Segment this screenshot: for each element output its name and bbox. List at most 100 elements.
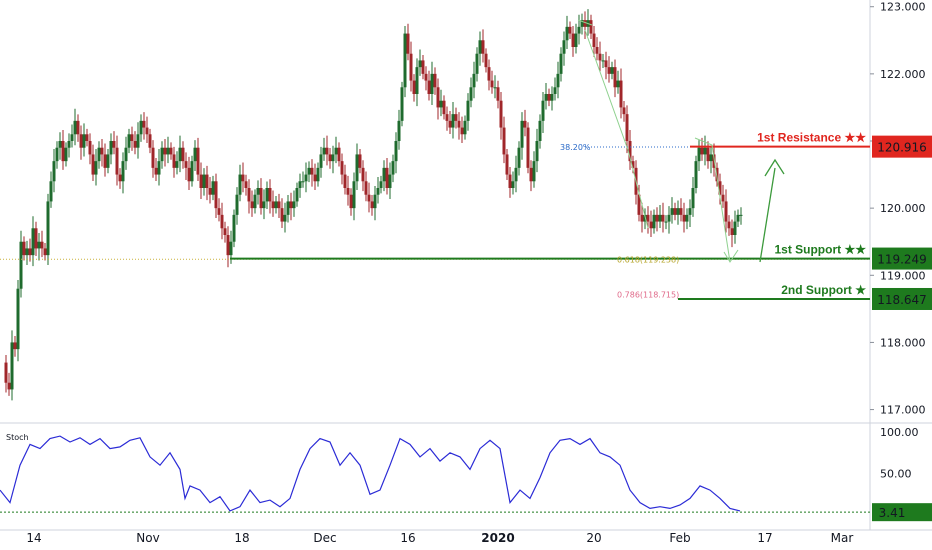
candle-body (148, 134, 152, 148)
candle-body (373, 194, 377, 209)
candle-body (604, 60, 608, 68)
candle-body (193, 147, 197, 162)
candle-body (439, 100, 443, 108)
candle-body (358, 154, 362, 168)
price-tick-label: 120.000 (880, 202, 926, 215)
candle-body (256, 188, 260, 195)
candle-body (682, 214, 686, 222)
fib-label-0: 38.20% (560, 143, 591, 152)
candle-body (181, 147, 185, 162)
candle-body (466, 100, 470, 121)
candle-body (508, 174, 512, 188)
stoch-line (0, 435, 741, 512)
candle-body (523, 120, 527, 128)
candle-body (271, 201, 275, 209)
candle-body (661, 214, 665, 222)
candle-body (13, 342, 17, 350)
candle-body (229, 241, 233, 256)
candle-body (49, 181, 53, 202)
candle-body (724, 201, 728, 222)
wave-arrow-down-2 (694, 137, 731, 263)
candle-body (310, 167, 314, 175)
candle-body (40, 241, 44, 249)
candle-body (559, 53, 563, 74)
candle-body (55, 147, 59, 162)
candle-body (580, 20, 584, 27)
candle-body (109, 141, 113, 155)
candle-body (532, 161, 536, 182)
candle-body (34, 228, 38, 249)
candle-body (430, 73, 434, 94)
candle-body (124, 147, 128, 162)
candle-body (334, 147, 338, 155)
candle-body (121, 161, 125, 182)
target-arrow-up (759, 167, 776, 263)
candle-body (277, 201, 281, 209)
candle-body (37, 241, 41, 249)
wave-arrow-down-1 (584, 29, 649, 229)
candle-body (265, 188, 269, 202)
candle-body (658, 214, 662, 222)
candle-body (577, 26, 581, 34)
candle-body (685, 214, 689, 222)
level-label-1: 1st Support ★★ (774, 243, 866, 257)
candle-body (361, 167, 365, 182)
candle-body (565, 26, 569, 41)
candle-body (130, 134, 134, 141)
candle-body (283, 214, 287, 222)
price-tick-label: 119.000 (880, 269, 926, 282)
candle-body (262, 201, 266, 209)
candle-body (364, 181, 368, 195)
level-price-tag-1 (872, 247, 932, 270)
candle-body (226, 235, 230, 256)
level-label-0: 1st Resistance ★★ (757, 131, 866, 145)
candle-body (220, 214, 224, 229)
time-tick-label: 2020 (481, 531, 514, 545)
candle-body (343, 174, 347, 188)
candle-body (19, 241, 23, 289)
fib-label-1: 0.618(119.238) (617, 255, 679, 264)
candle-body (370, 201, 374, 209)
candle-body (208, 188, 212, 195)
candle-body (514, 167, 518, 182)
candle-body (64, 147, 68, 162)
candle-body (25, 248, 29, 256)
candle-body (670, 208, 674, 215)
candle-body (583, 20, 587, 27)
candle-body (61, 141, 65, 162)
candle-body (85, 134, 89, 141)
candle-body (244, 181, 248, 188)
stoch-current-tag (872, 503, 932, 522)
candle-body (253, 194, 257, 209)
candle-body (652, 214, 656, 229)
candle-body (91, 154, 95, 175)
candle-body (496, 87, 500, 101)
candle-body (76, 120, 80, 135)
candle-body (607, 67, 611, 74)
candle-body (160, 147, 164, 162)
candle-body (505, 154, 509, 175)
candle-body (568, 26, 572, 34)
candle-body (562, 40, 566, 54)
candle-body (688, 208, 692, 215)
price-tick-label: 123.000 (880, 1, 926, 14)
candle-body (151, 147, 155, 168)
time-tick-label: Mar (831, 531, 854, 545)
candle-body (133, 141, 137, 148)
candle-body (640, 214, 644, 222)
candle-body (295, 188, 299, 202)
candle-body (301, 181, 305, 183)
candle-body (709, 154, 713, 162)
candle-body (598, 53, 602, 61)
candle-body (367, 194, 371, 202)
candle-body (340, 161, 344, 175)
candle-body (10, 342, 14, 390)
candle-body (154, 167, 158, 175)
candle-body (139, 120, 143, 135)
candle-body (412, 80, 416, 94)
candle-body (241, 174, 245, 182)
candle-body (544, 94, 548, 101)
candle-body (346, 188, 350, 195)
